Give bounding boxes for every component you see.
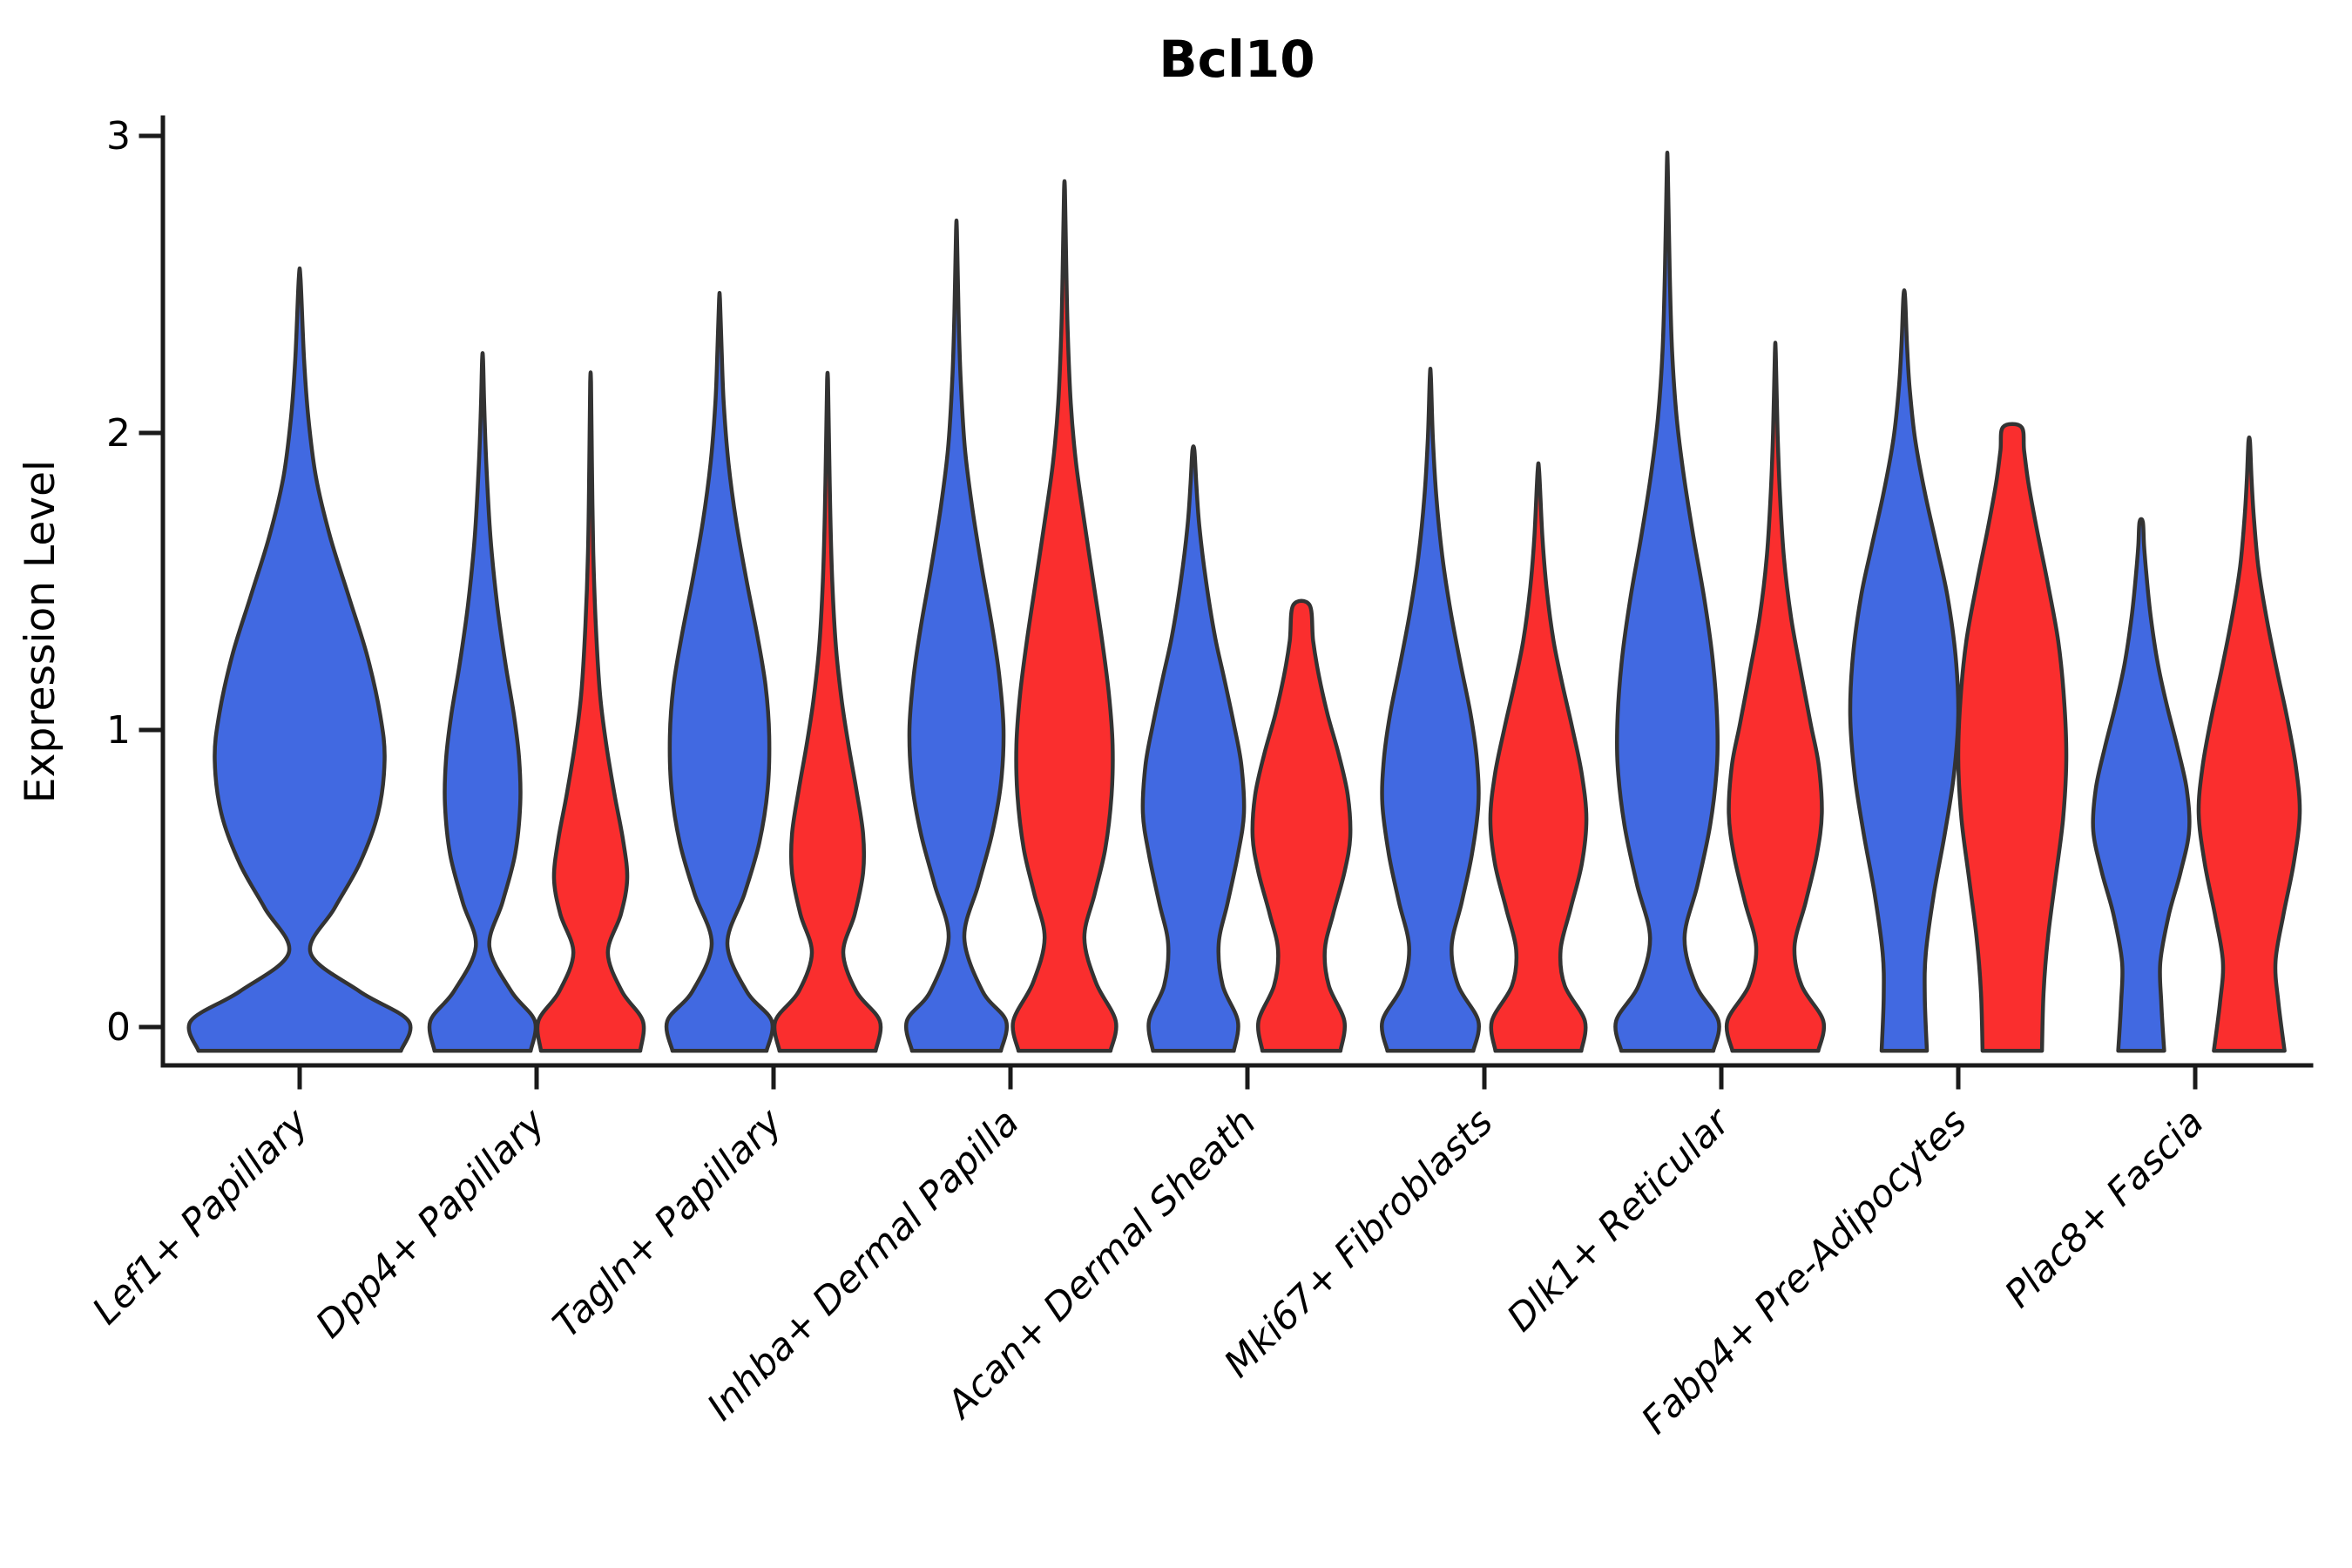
violin-acan-dermal-sheath-red	[1250, 598, 1353, 1053]
violin-inhba-dermal-papilla-red	[1010, 179, 1119, 1053]
violin-acan-dermal-sheath-blue	[1140, 444, 1247, 1053]
x-tick-label: Plac8+ Fascia	[1997, 1100, 2213, 1316]
violin-lef1-papillary-blue	[186, 266, 413, 1053]
x-tick-label: Lef1+ Papillary	[84, 1100, 317, 1333]
violin-dlk1-reticular-red	[1724, 341, 1827, 1053]
x-tick-label: Tagln+ Papillary	[545, 1100, 792, 1347]
violin-tagln-papillary-blue	[664, 291, 775, 1053]
violin-plac8-fascia-blue	[2091, 517, 2192, 1053]
violin-fabp4-pre-adipocytes-red	[1956, 422, 2069, 1053]
violin-tagln-papillary-red	[772, 370, 883, 1053]
violin-dlk1-reticular-blue	[1613, 150, 1721, 1053]
y-tick-label: 2	[106, 411, 131, 456]
violin-plac8-fascia-red	[2196, 435, 2302, 1053]
violin-fabp4-pre-adipocytes-blue	[1848, 288, 1961, 1053]
x-tick-label: Dlk1+ Reticular	[1499, 1099, 1740, 1341]
axes	[139, 115, 2314, 1090]
violin-mki67-fibroblasts-blue	[1380, 367, 1481, 1053]
violin-dpp4-papillary-blue	[427, 351, 538, 1053]
violin-inhba-dermal-papilla-blue	[903, 218, 1010, 1053]
y-tick-label: 3	[106, 114, 131, 159]
x-tick-label: Mki67+ Fibroblasts	[1216, 1100, 1502, 1386]
y-axis-label: Expression Level	[17, 460, 64, 803]
violins	[186, 150, 2302, 1053]
violin-dpp4-papillary-red	[535, 370, 646, 1053]
y-tick-label: 1	[106, 708, 131, 753]
violin-mki67-fibroblasts-red	[1488, 461, 1589, 1053]
y-tick-label: 0	[106, 1005, 131, 1050]
chart-title: Bcl10	[1159, 30, 1315, 89]
x-tick-label: Dpp4+ Papillary	[308, 1100, 554, 1347]
